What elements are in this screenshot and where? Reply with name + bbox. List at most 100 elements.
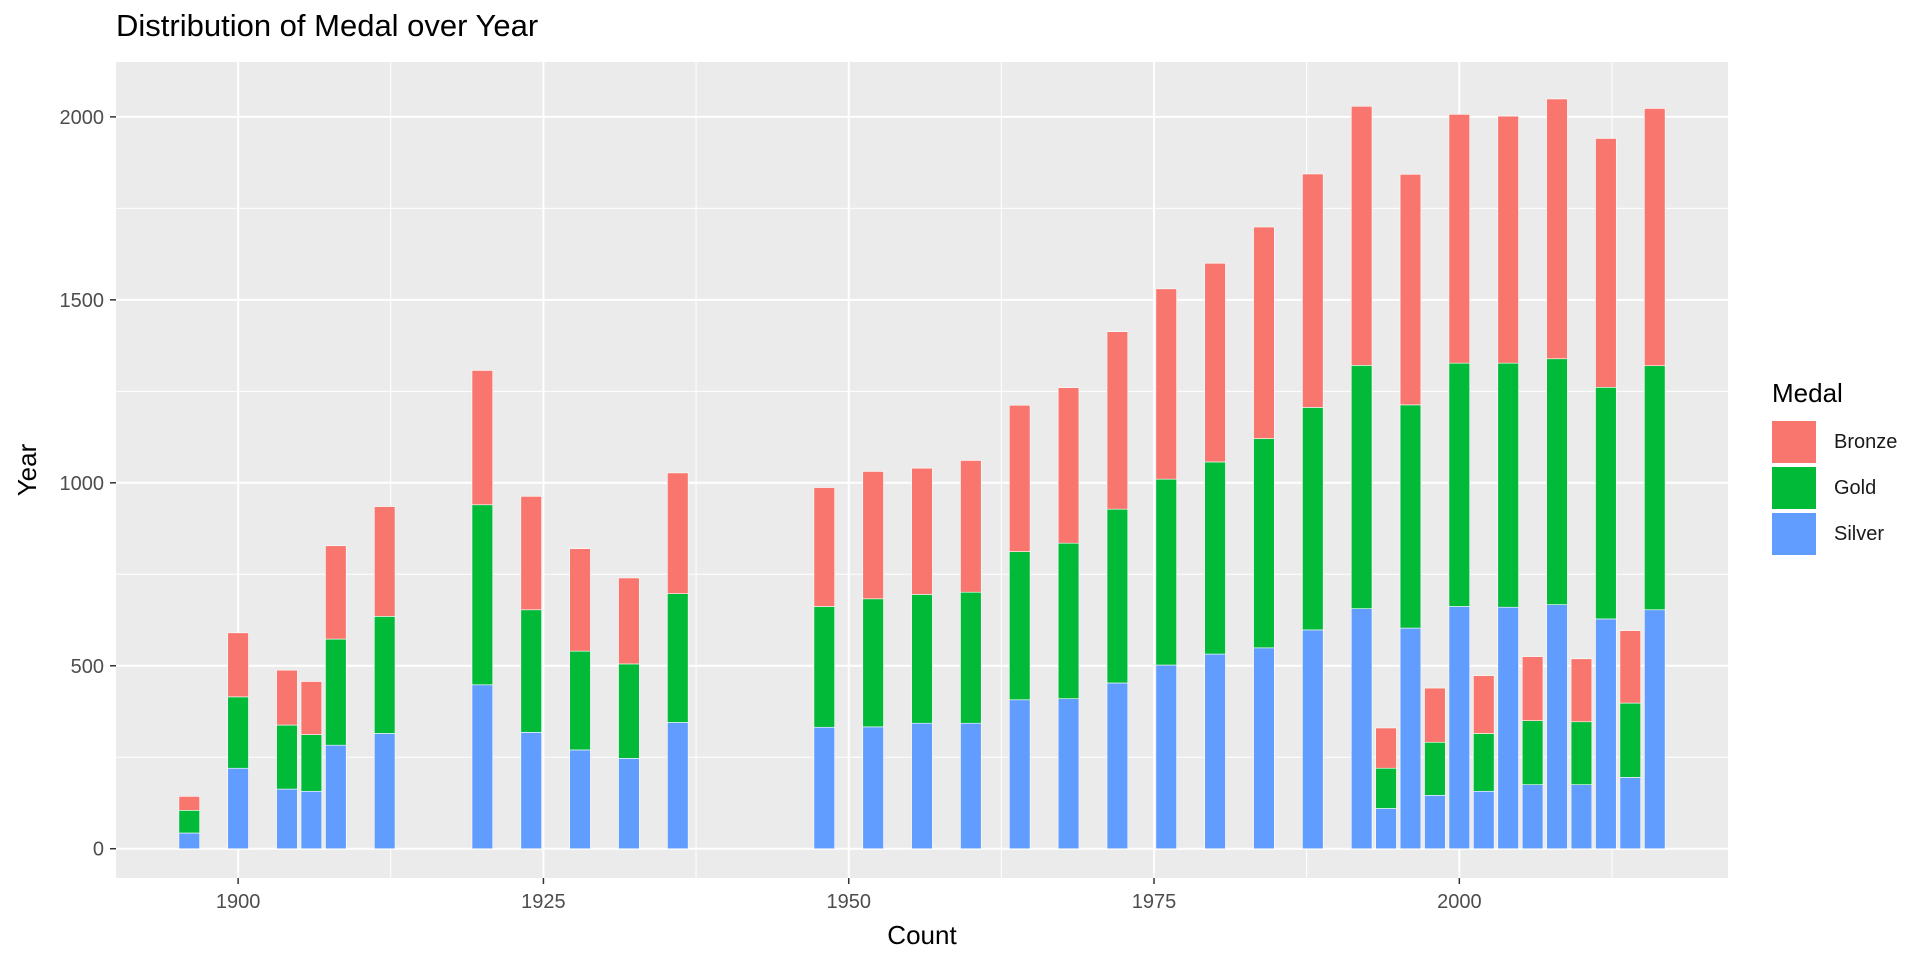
- bar-gold-1976: [1155, 478, 1177, 666]
- bar-silver-1906: [300, 790, 323, 850]
- bar-bronze-1932: [618, 577, 640, 665]
- bar-gold-1952: [862, 598, 884, 728]
- bar-bronze-2002: [1473, 675, 1495, 734]
- bar-gold-2010: [1570, 721, 1593, 785]
- y-tick-label: 0: [93, 839, 104, 861]
- bar-gold-1928: [569, 650, 591, 751]
- bar-silver-1994: [1375, 808, 1397, 850]
- bar-silver-1948: [813, 726, 835, 850]
- bar-gold-1900: [227, 696, 249, 769]
- bar-gold-1972: [1106, 508, 1129, 684]
- bar-bronze-1992: [1350, 105, 1373, 366]
- bar-silver-1984: [1253, 647, 1275, 850]
- bar-gold-2008: [1546, 358, 1568, 605]
- bar-silver-2002: [1473, 790, 1495, 850]
- x-axis-title: Count: [887, 920, 957, 950]
- bar-gold-1988: [1302, 407, 1324, 631]
- bar-bronze-2016: [1644, 108, 1666, 367]
- legend-label-silver: Silver: [1834, 522, 1885, 545]
- x-axis: 1900 1925 1950 1975 2000: [216, 878, 1482, 913]
- bar-silver-1928: [569, 749, 591, 850]
- bar-silver-1912: [373, 733, 396, 850]
- y-tick-label: 2000: [60, 107, 105, 129]
- x-tick-label: 1925: [521, 891, 566, 913]
- bar-gold-1968: [1057, 542, 1080, 699]
- bar-silver-1972: [1106, 682, 1129, 850]
- bar-silver-2006: [1521, 784, 1544, 850]
- bar-bronze-2010: [1570, 658, 1593, 723]
- bar-silver-1976: [1155, 664, 1177, 850]
- bar-bronze-1952: [862, 471, 884, 600]
- bar-silver-2014: [1619, 777, 1641, 850]
- y-axis-title: Year: [12, 443, 42, 496]
- legend-item-bronze: Bronze: [1772, 419, 1897, 465]
- bar-silver-1956: [911, 722, 933, 850]
- bar-gold-2014: [1619, 702, 1641, 778]
- bar-bronze-2014: [1619, 630, 1641, 704]
- bar-gold-1912: [373, 616, 396, 734]
- bar-bronze-1988: [1302, 173, 1324, 408]
- bar-gold-1906: [300, 734, 323, 792]
- bar-silver-1964: [1009, 699, 1031, 850]
- bar-bronze-1936: [667, 472, 689, 594]
- bar-silver-1936: [667, 722, 689, 850]
- bar-gold-2012: [1595, 387, 1617, 620]
- bar-gold-1908: [325, 638, 347, 746]
- bar-bronze-1908: [325, 545, 347, 640]
- bar-bronze-1968: [1057, 387, 1080, 544]
- bar-bronze-1906: [300, 681, 323, 735]
- bar-silver-1920: [471, 684, 494, 850]
- bar-layer: [178, 98, 1666, 850]
- bar-gold-1924: [520, 609, 542, 733]
- chart-title: Distribution of Medal over Year: [116, 8, 539, 43]
- bar-silver-2012: [1595, 618, 1617, 850]
- bar-gold-1920: [471, 504, 494, 686]
- bar-gold-1948: [813, 606, 835, 728]
- y-tick-label: 1500: [60, 290, 105, 312]
- bar-gold-1932: [618, 663, 640, 759]
- bar-bronze-1998: [1424, 687, 1446, 743]
- bar-silver-2008: [1546, 604, 1568, 850]
- bar-silver-1932: [618, 758, 640, 850]
- bar-silver-1924: [520, 732, 542, 850]
- legend-key-bronze: [1772, 421, 1816, 463]
- bar-gold-2000: [1448, 362, 1471, 607]
- y-tick-label: 500: [71, 656, 104, 678]
- bar-gold-2004: [1497, 362, 1519, 608]
- bar-bronze-1964: [1009, 404, 1031, 552]
- bar-bronze-1924: [520, 496, 542, 611]
- bar-gold-1998: [1424, 741, 1446, 796]
- legend-key-gold: [1772, 467, 1816, 509]
- bar-gold-1956: [911, 594, 933, 724]
- bar-gold-1980: [1204, 461, 1226, 655]
- bar-bronze-1896: [178, 796, 200, 811]
- bar-gold-1992: [1350, 365, 1373, 609]
- bar-gold-1936: [667, 593, 689, 723]
- bar-silver-2016: [1644, 609, 1666, 850]
- legend-title: Medal: [1772, 378, 1843, 408]
- x-tick-label: 1950: [826, 891, 871, 913]
- bar-gold-1996: [1399, 404, 1422, 629]
- bar-gold-1984: [1253, 438, 1275, 649]
- bar-bronze-1904: [276, 669, 298, 726]
- bar-bronze-2000: [1448, 114, 1471, 364]
- legend-label-bronze: Bronze: [1834, 430, 1898, 453]
- bar-gold-1964: [1009, 551, 1031, 701]
- bar-gold-1896: [178, 810, 200, 834]
- x-tick-label: 2000: [1437, 891, 1482, 913]
- bar-bronze-2006: [1521, 656, 1544, 721]
- bar-bronze-1956: [911, 467, 933, 595]
- bar-silver-1988: [1302, 629, 1324, 850]
- bar-gold-1960: [960, 591, 982, 724]
- bar-silver-2004: [1497, 606, 1519, 850]
- y-tick-label: 1000: [60, 473, 105, 495]
- x-tick-label: 1975: [1132, 891, 1177, 913]
- bar-bronze-1994: [1375, 727, 1397, 769]
- bar-bronze-1912: [373, 506, 396, 617]
- bar-silver-2000: [1448, 606, 1471, 850]
- bar-silver-2010: [1570, 784, 1593, 850]
- bar-bronze-2008: [1546, 98, 1568, 360]
- bar-bronze-1900: [227, 632, 249, 698]
- bar-silver-1904: [276, 788, 298, 850]
